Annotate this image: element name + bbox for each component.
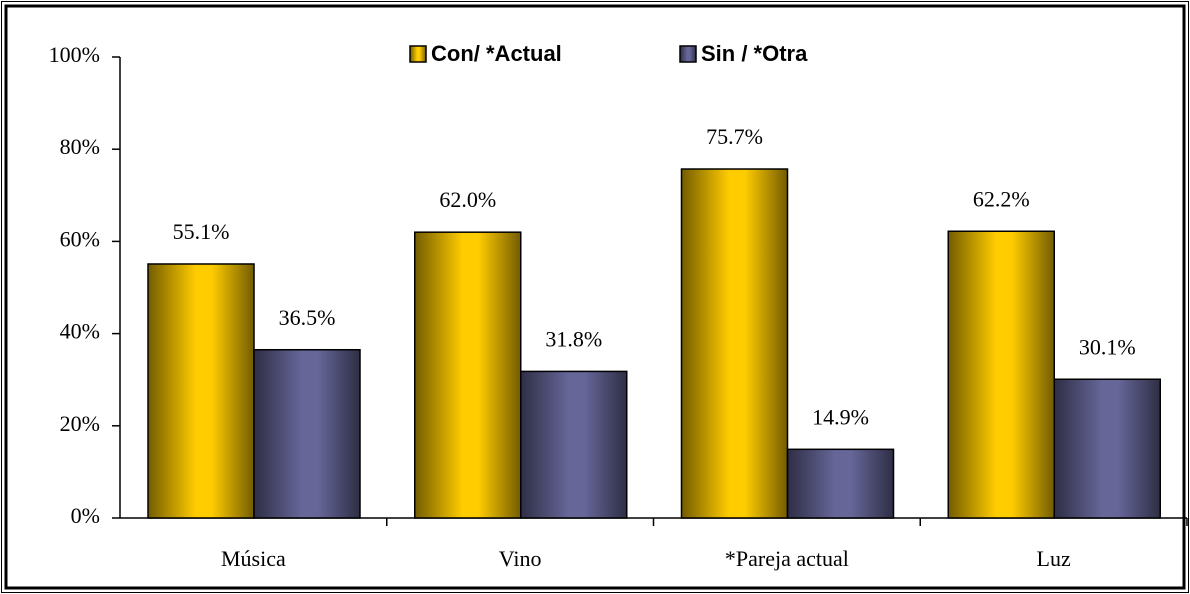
x-tick-label: *Pareja actual — [725, 546, 849, 571]
legend-label: Sin / *Otra — [701, 41, 808, 66]
x-tick-label: Luz — [1037, 546, 1071, 571]
legend-swatch — [409, 45, 427, 63]
bar — [147, 263, 255, 519]
y-tick-label: 40% — [60, 319, 100, 344]
x-tick-label: Música — [221, 546, 286, 571]
value-label: 36.5% — [279, 305, 336, 330]
legend-label: Con/ *Actual — [431, 41, 562, 66]
value-label: 62.2% — [973, 186, 1030, 211]
value-label: 14.9% — [812, 404, 869, 429]
bar — [520, 370, 628, 519]
bar — [414, 231, 522, 519]
y-tick-label: 20% — [60, 411, 100, 436]
y-tick-label: 0% — [71, 503, 100, 528]
value-label: 31.8% — [545, 326, 602, 351]
y-tick-label: 100% — [49, 42, 100, 67]
y-tick-label: 60% — [60, 226, 100, 251]
legend-swatch — [679, 45, 697, 63]
bar — [1053, 378, 1161, 519]
bar — [786, 448, 895, 519]
value-label: 62.0% — [439, 187, 496, 212]
bar — [680, 168, 789, 519]
value-label: 75.7% — [706, 124, 763, 149]
bar — [947, 230, 1055, 519]
y-tick-label: 80% — [60, 134, 100, 159]
inner-border — [4, 4, 1186, 590]
bar — [253, 348, 361, 519]
x-tick-label: Vino — [499, 546, 542, 571]
value-label: 55.1% — [173, 219, 230, 244]
value-label: 30.1% — [1079, 334, 1136, 359]
